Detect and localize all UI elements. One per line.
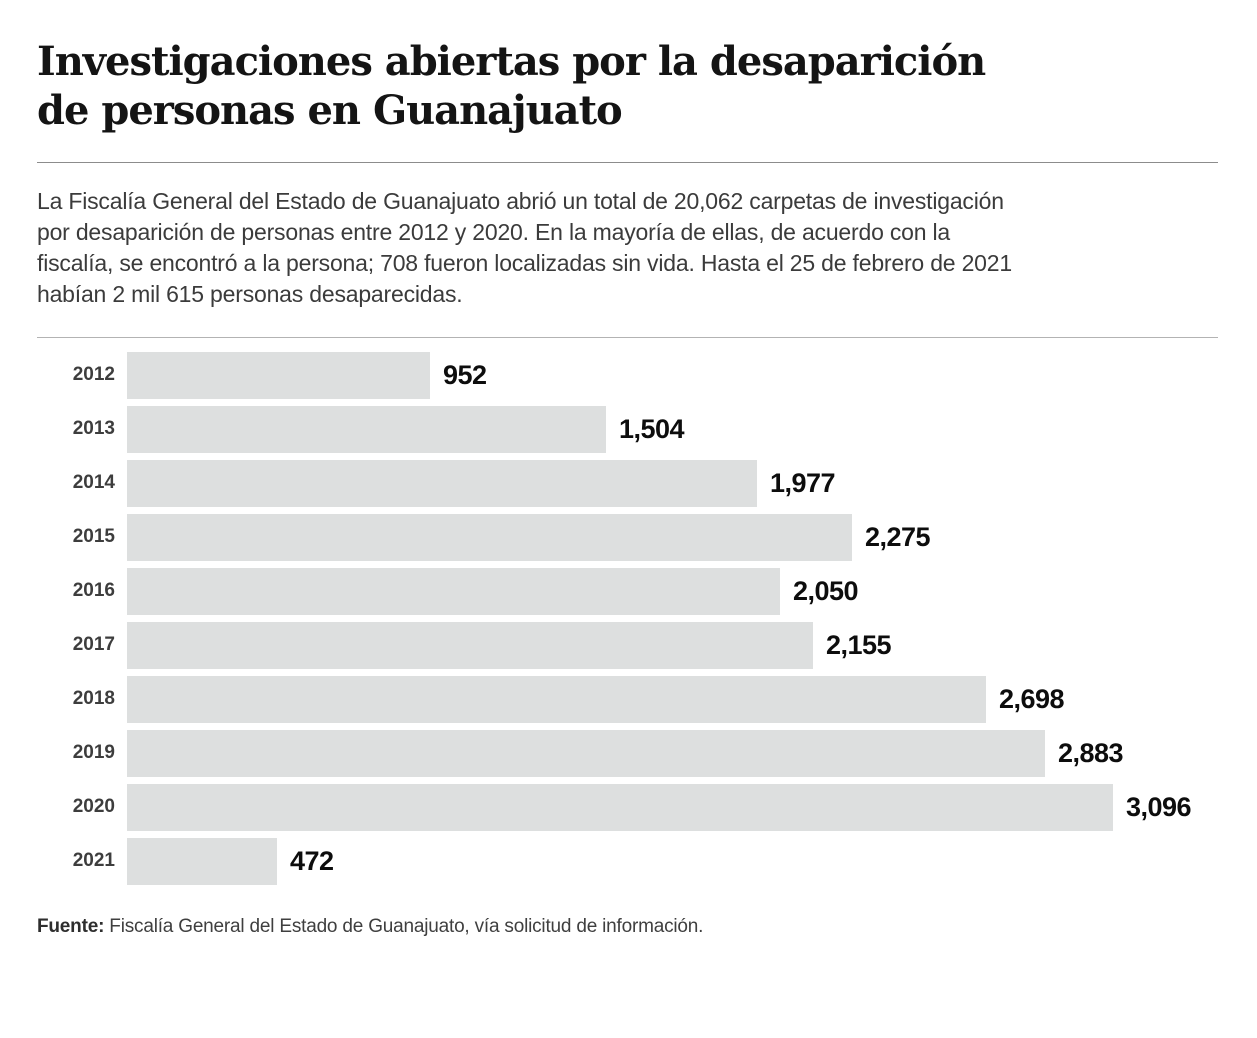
chart-top-divider bbox=[37, 336, 1218, 338]
infographic-page: Investigaciones abiertas por la desapari… bbox=[0, 38, 1257, 938]
bar-chart: 2012 952 2013 1,504 2014 1,977 2015 2,275 2016 2,… bbox=[37, 351, 1218, 885]
bar-2021 bbox=[127, 837, 277, 885]
chart-row: 2020 3,096 bbox=[37, 783, 1218, 831]
category-label: 2016 bbox=[72, 580, 115, 602]
chart-row: 2014 1,977 bbox=[37, 459, 1218, 507]
category-label: 2017 bbox=[72, 634, 115, 656]
value-label: 3,096 bbox=[1126, 791, 1192, 822]
bar-2012 bbox=[127, 351, 430, 399]
title-divider bbox=[37, 161, 1218, 163]
bar-2015 bbox=[127, 513, 852, 561]
chart-row: 2019 2,883 bbox=[37, 729, 1218, 777]
category-label: 2014 bbox=[72, 472, 115, 494]
bar-2017 bbox=[127, 621, 813, 669]
category-label: 2012 bbox=[72, 364, 115, 386]
value-label: 2,155 bbox=[826, 629, 892, 660]
value-label: 2,275 bbox=[865, 521, 931, 552]
category-label: 2019 bbox=[72, 742, 115, 764]
value-label: 472 bbox=[290, 845, 334, 876]
source-label: Fuente: bbox=[37, 915, 105, 937]
bar-2016 bbox=[127, 567, 780, 615]
chart-description: La Fiscalía General del Estado de Guanaj… bbox=[37, 187, 1012, 307]
chart-row: 2015 2,275 bbox=[37, 513, 1218, 561]
value-label: 1,977 bbox=[770, 467, 836, 498]
bar-2018 bbox=[127, 675, 986, 723]
chart-row: 2013 1,504 bbox=[37, 405, 1218, 453]
value-label: 952 bbox=[443, 359, 487, 390]
chart-row: 2016 2,050 bbox=[37, 567, 1218, 615]
category-label: 2013 bbox=[72, 418, 115, 440]
category-label: 2018 bbox=[72, 688, 115, 710]
page-title: Investigaciones abiertas por la desapari… bbox=[37, 38, 986, 134]
value-label: 2,698 bbox=[999, 683, 1065, 714]
chart-row: 2012 952 bbox=[37, 351, 1218, 399]
value-label: 2,050 bbox=[793, 575, 859, 606]
bar-2019 bbox=[127, 729, 1045, 777]
bar-2013 bbox=[127, 405, 606, 453]
bar-2020 bbox=[127, 783, 1113, 831]
value-label: 1,504 bbox=[619, 413, 685, 444]
chart-row: 2017 2,155 bbox=[37, 621, 1218, 669]
chart-row: 2018 2,698 bbox=[37, 675, 1218, 723]
source-note: Fuente: Fiscalía General del Estado de G… bbox=[37, 916, 1218, 938]
bar-2014 bbox=[127, 459, 757, 507]
category-label: 2021 bbox=[72, 850, 115, 872]
category-label: 2020 bbox=[72, 796, 115, 818]
source-text: Fiscalía General del Estado de Guanajuat… bbox=[104, 915, 704, 937]
value-label: 2,883 bbox=[1058, 737, 1124, 768]
category-label: 2015 bbox=[72, 526, 115, 548]
chart-row: 2021 472 bbox=[37, 837, 1218, 885]
